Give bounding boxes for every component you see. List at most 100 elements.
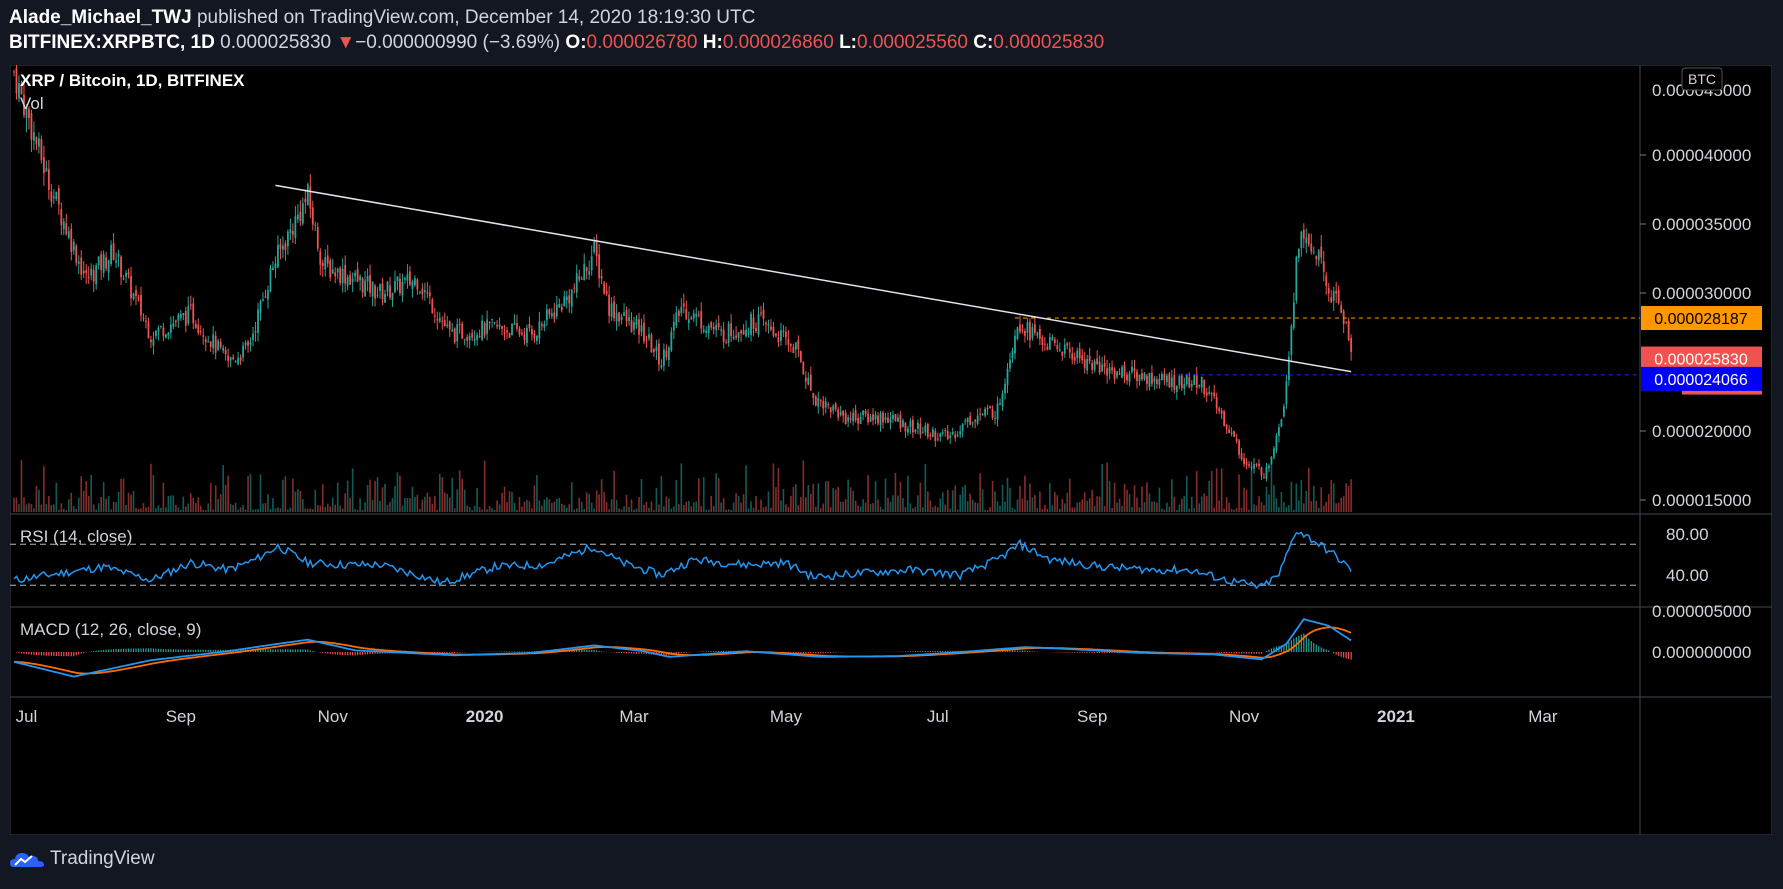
currency-badge[interactable]: BTC bbox=[1681, 67, 1723, 91]
volume-bar bbox=[902, 498, 904, 512]
time-tick-label: Jul bbox=[16, 707, 38, 726]
volume-bar bbox=[697, 478, 700, 512]
volume-bar bbox=[1330, 480, 1333, 512]
candle-body bbox=[423, 290, 426, 293]
candle-body bbox=[1088, 355, 1091, 362]
candle-body bbox=[501, 326, 503, 330]
candle-body bbox=[309, 186, 312, 209]
candle-body bbox=[819, 400, 822, 402]
candle-body bbox=[735, 335, 737, 338]
volume-bar bbox=[598, 494, 600, 512]
macd-tick-label: 0.000000000 bbox=[1652, 643, 1751, 662]
volume-bar bbox=[760, 499, 762, 512]
volume-bar bbox=[172, 495, 175, 512]
volume-bar bbox=[782, 488, 785, 512]
volume-bar bbox=[640, 478, 643, 512]
candle-body bbox=[117, 254, 120, 257]
volume-bar bbox=[884, 478, 887, 512]
candle-body bbox=[137, 297, 140, 300]
time-tick-label: Mar bbox=[619, 707, 649, 726]
candle-body bbox=[1091, 362, 1094, 370]
volume-bar bbox=[780, 500, 782, 512]
candle-body bbox=[1063, 344, 1066, 354]
volume-bar bbox=[1039, 491, 1041, 512]
candle-body bbox=[1014, 335, 1016, 354]
rsi-tick-label: 80.00 bbox=[1666, 525, 1709, 544]
author-name[interactable]: Alade_Michael_TWJ bbox=[9, 7, 192, 28]
candle-body bbox=[142, 318, 145, 320]
volume-bar bbox=[234, 502, 237, 512]
volume-bar bbox=[326, 503, 329, 512]
publish-info: Alade_Michael_TWJ published on TradingVi… bbox=[9, 7, 755, 29]
volume-bar bbox=[797, 505, 800, 512]
candle-body bbox=[1265, 466, 1268, 479]
volume-bar bbox=[969, 493, 971, 512]
tradingview-logo[interactable]: TradingView bbox=[10, 848, 155, 870]
volume-bar bbox=[1185, 475, 1188, 512]
volume-bar bbox=[1063, 503, 1066, 512]
pair-legend[interactable]: XRP / Bitcoin, 1D, BITFINEX bbox=[20, 71, 245, 90]
candle-body bbox=[625, 310, 628, 322]
volume-bar bbox=[536, 475, 538, 512]
candle-body bbox=[672, 321, 675, 331]
trendline[interactable] bbox=[275, 184, 1352, 373]
volume-bar bbox=[1121, 505, 1123, 512]
volume-bar bbox=[655, 488, 658, 512]
chart-svg[interactable]: 0.000040000 0.000035000 0.000030000 0.00002… bbox=[9, 58, 1773, 836]
volume-bar bbox=[991, 480, 994, 512]
candle-body bbox=[655, 346, 658, 352]
volume-bar bbox=[887, 497, 889, 512]
volume-bar bbox=[224, 484, 227, 512]
volume-bar bbox=[197, 497, 200, 512]
candle-body bbox=[869, 416, 872, 422]
chart-frame[interactable]: 0.000040000 0.000035000 0.000030000 0.00002… bbox=[9, 58, 1773, 836]
candle-body bbox=[401, 281, 404, 296]
candle-body bbox=[685, 308, 688, 320]
candle-body bbox=[172, 323, 175, 327]
vol-legend[interactable]: Vol bbox=[20, 94, 44, 113]
candle-body bbox=[33, 132, 35, 141]
volume-bar bbox=[1190, 496, 1193, 512]
volume-bar bbox=[663, 506, 665, 512]
volume-bar bbox=[1250, 465, 1253, 512]
candle-body bbox=[543, 323, 546, 328]
volume-bar bbox=[1161, 508, 1163, 512]
rsi-legend[interactable]: RSI (14, close) bbox=[20, 527, 132, 546]
volume-bar bbox=[434, 495, 436, 512]
candle-body bbox=[1243, 458, 1245, 465]
volume-bar bbox=[1260, 501, 1263, 512]
candle-body bbox=[812, 393, 815, 399]
volume-bar bbox=[785, 504, 787, 512]
volume-bar bbox=[1123, 483, 1126, 512]
volume-bar bbox=[1166, 502, 1168, 512]
volume-bar bbox=[648, 507, 650, 512]
candle-body bbox=[433, 315, 436, 317]
volume-bar bbox=[247, 475, 249, 512]
candle-body bbox=[1255, 463, 1258, 465]
volume-bar bbox=[1218, 500, 1220, 512]
volume-bar bbox=[272, 498, 274, 512]
candle-body bbox=[70, 228, 73, 253]
candle-body bbox=[720, 329, 723, 331]
last-price: 0.000025830 bbox=[220, 32, 332, 53]
candle-body bbox=[1143, 373, 1146, 380]
candle-body bbox=[1058, 349, 1061, 351]
volume-bar bbox=[267, 494, 269, 512]
volume-bar bbox=[1141, 486, 1143, 512]
candle-body bbox=[1250, 466, 1253, 468]
volume-bar bbox=[814, 506, 817, 512]
macd-pane bbox=[13, 618, 1352, 678]
volume-bar bbox=[1056, 495, 1059, 512]
candle-body bbox=[618, 312, 620, 322]
volume-bar bbox=[446, 493, 449, 512]
candle-body bbox=[324, 257, 327, 270]
macd-legend[interactable]: MACD (12, 26, close, 9) bbox=[20, 620, 201, 639]
candle-body bbox=[954, 434, 957, 438]
volume-bar bbox=[956, 509, 959, 512]
volume-bar bbox=[1320, 487, 1323, 512]
volume-bar bbox=[142, 503, 145, 512]
candle-body bbox=[160, 325, 162, 327]
volume-bar bbox=[436, 509, 439, 512]
volume-bar bbox=[274, 508, 277, 512]
volume-bar bbox=[543, 499, 546, 512]
